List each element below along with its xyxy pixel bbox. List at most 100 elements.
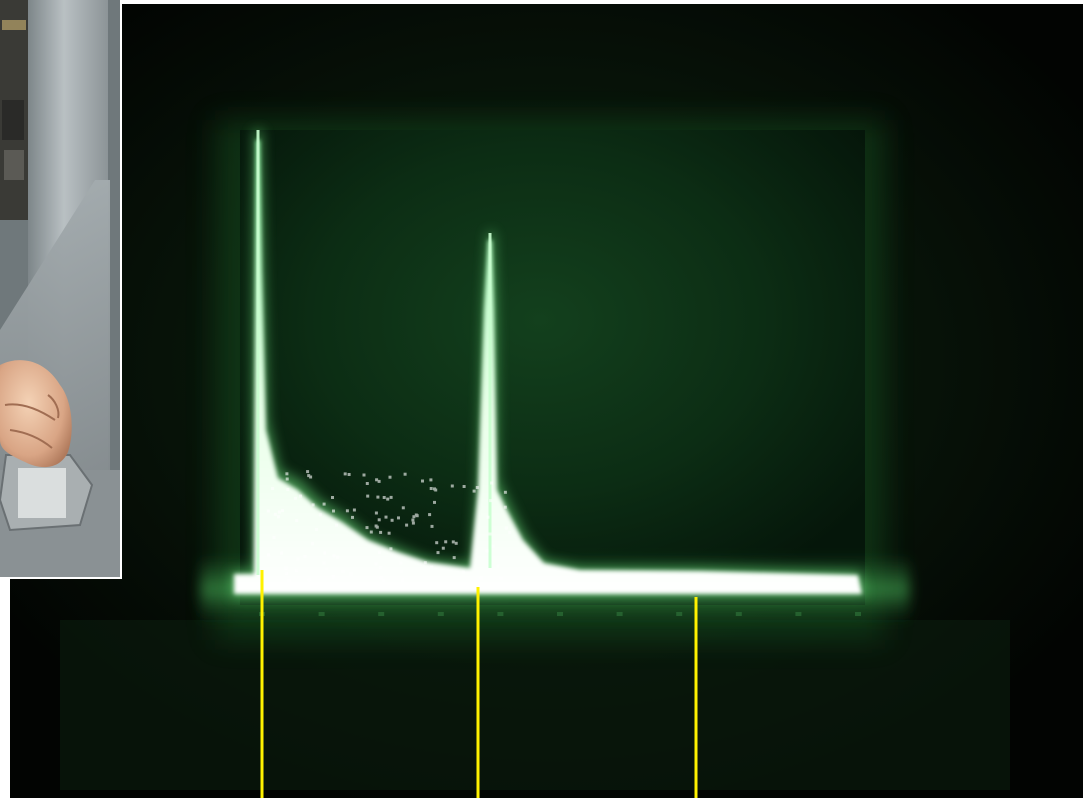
phosphor-speckle (351, 515, 354, 519)
phosphor-speckle (379, 576, 383, 580)
phosphor-speckle (444, 540, 448, 544)
phosphor-speckle (273, 512, 277, 516)
phosphor-speckle (295, 518, 299, 522)
phosphor-speckle (311, 542, 314, 546)
phosphor-speckle (286, 487, 290, 491)
phosphor-speckle (331, 496, 334, 499)
phosphor-speckle (281, 509, 284, 513)
phosphor-speckle (451, 540, 455, 544)
phosphor-speckle (403, 472, 407, 476)
phosphor-speckle (499, 576, 503, 580)
phosphor-speckle (271, 487, 275, 490)
graticule-tick (676, 612, 683, 616)
phosphor-speckle (429, 487, 433, 490)
phosphor-speckle (412, 515, 416, 519)
phosphor-speckle (343, 472, 347, 476)
graticule-tick (497, 612, 504, 616)
phosphor-speckle (441, 546, 445, 550)
phosphor-speckle (322, 502, 326, 506)
phosphor-speckle (332, 554, 336, 558)
phosphor-speckle (389, 547, 393, 551)
graticule-tick (557, 612, 563, 616)
phosphor-speckle (452, 556, 456, 560)
phosphor-speckle (366, 494, 370, 498)
hand-on-bolt-photo (0, 0, 122, 579)
phosphor-speckle (401, 578, 405, 582)
phosphor-speckle (352, 508, 356, 512)
phosphor-speckle (323, 551, 327, 555)
phosphor-speckle (276, 515, 280, 519)
phosphor-speckle (341, 569, 345, 573)
phosphor-speckle (379, 566, 383, 569)
phosphor-speckle (479, 576, 483, 580)
phosphor-speckle (382, 496, 386, 499)
phosphor-speckle (345, 509, 349, 513)
phosphor-speckle (384, 515, 388, 519)
phosphor-speckle (377, 518, 381, 522)
phosphor-speckle (429, 478, 433, 482)
phosphor-speckle (503, 505, 507, 509)
phosphor-speckle (389, 495, 393, 499)
phosphor-speckle (375, 478, 379, 482)
phosphor-speckle (293, 496, 297, 500)
phosphor-speckle (365, 526, 369, 530)
graticule-tick (378, 612, 385, 616)
phosphor-speckle (430, 524, 434, 528)
phosphor-speckle (324, 567, 328, 571)
graticule-tick (318, 612, 325, 616)
phosphor-speckle (435, 541, 439, 545)
phosphor-speckle (423, 561, 427, 565)
phosphor-speckle (491, 544, 495, 548)
phosphor-speckle (490, 481, 494, 485)
phosphor-speckle (475, 486, 479, 489)
phosphor-speckle (272, 536, 276, 539)
phosphor-speckle (285, 477, 289, 481)
phosphor-speckle (489, 499, 493, 503)
phosphor-speckle (377, 479, 381, 483)
phosphor-speckle (285, 472, 289, 476)
phosphor-speckle (411, 518, 415, 522)
photo-left-border (0, 579, 10, 798)
graticule-tick (616, 612, 623, 616)
phosphor-speckle (376, 495, 380, 499)
phosphor-speckle (397, 516, 400, 520)
phosphor-speckle (485, 549, 489, 553)
phosphor-speckle (386, 497, 390, 501)
phosphor-speckle (309, 475, 313, 479)
phosphor-speckle (267, 553, 271, 557)
graticule-tick (437, 612, 444, 616)
phosphor-speckle (307, 578, 311, 582)
phosphor-speckle (296, 557, 300, 561)
phosphor-speckle (379, 530, 383, 534)
phosphor-speckle (461, 570, 465, 574)
phosphor-speckle (434, 488, 438, 492)
photo-top-border (0, 0, 1083, 4)
phosphor-speckle (277, 510, 281, 514)
phosphor-speckle (315, 528, 318, 531)
graticule-tick (735, 612, 742, 616)
phosphor-speckle (411, 521, 415, 525)
phosphor-speckle (374, 511, 378, 515)
phosphor-speckle (421, 479, 424, 483)
phosphor-speckle (374, 524, 378, 528)
phosphor-speckle (331, 575, 335, 579)
phosphor-speckle (349, 572, 353, 576)
scope-bezel (60, 620, 1010, 790)
phosphor-speckle (486, 515, 490, 519)
phosphor-speckle (284, 571, 288, 575)
phosphor-speckle (462, 485, 466, 488)
phosphor-speckle (280, 551, 284, 555)
trace-speckle (266, 470, 512, 582)
phosphor-speckle (503, 490, 507, 494)
phosphor-speckle (454, 541, 458, 545)
phosphor-speckle (332, 509, 335, 513)
phosphor-speckle (306, 470, 310, 474)
phosphor-speckle (369, 530, 373, 534)
phosphor-speckle (318, 513, 322, 517)
phosphor-speckle (496, 564, 500, 568)
phosphor-speckle (311, 503, 315, 507)
phosphor-speckle (362, 473, 366, 477)
